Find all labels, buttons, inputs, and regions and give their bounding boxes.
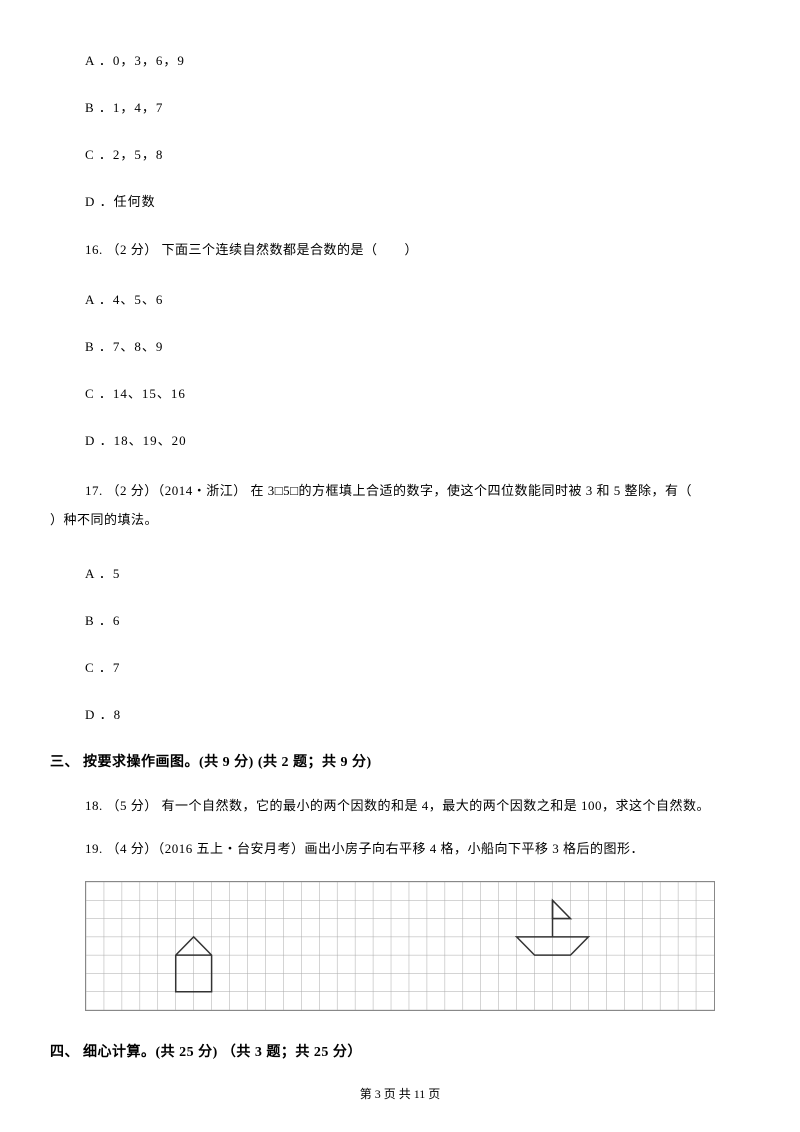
q16-option-a: A ．4、5、6 <box>50 289 750 308</box>
section-4-header: 四、 细心计算。(共 25 分) （共 3 题；共 25 分） <box>50 1041 750 1061</box>
section-3-header: 三、 按要求操作画图。(共 9 分) (共 2 题；共 9 分) <box>50 751 750 771</box>
question-16: 16. （2 分） 下面三个连续自然数都是合数的是（ ） <box>50 238 750 261</box>
q17-option-a: A ．5 <box>50 563 750 582</box>
q17-line1: 17. （2 分）（2014・浙江） 在 3□5□的方框填上合适的数字，使这个四… <box>50 483 692 498</box>
option-d: D ．任何数 <box>50 191 750 210</box>
grid-svg <box>86 882 714 1010</box>
q17-option-b: B ．6 <box>50 610 750 629</box>
question-19: 19. （4 分）（2016 五上・台安月考）画出小房子向右平移 4 格，小船向… <box>50 838 750 857</box>
q17-option-d: D ．8 <box>50 704 750 723</box>
q16-option-c: C ．14、15、16 <box>50 383 750 402</box>
page-footer: 第 3 页 共 11 页 <box>0 1085 800 1102</box>
question-18: 18. （5 分） 有一个自然数，它的最小的两个因数的和是 4，最大的两个因数之… <box>50 795 750 814</box>
option-a: A ．0，3，6，9 <box>50 50 750 69</box>
q16-option-d: D ．18、19、20 <box>50 430 750 449</box>
option-b: B ．1，4，7 <box>50 97 750 116</box>
grid-diagram <box>85 881 715 1011</box>
question-17: 17. （2 分）（2014・浙江） 在 3□5□的方框填上合适的数字，使这个四… <box>50 477 750 534</box>
q16-option-b: B ．7、8、9 <box>50 336 750 355</box>
option-c: C ．2，5，8 <box>50 144 750 163</box>
q17-option-c: C ．7 <box>50 657 750 676</box>
q17-line2: ）种不同的填法。 <box>50 512 158 527</box>
